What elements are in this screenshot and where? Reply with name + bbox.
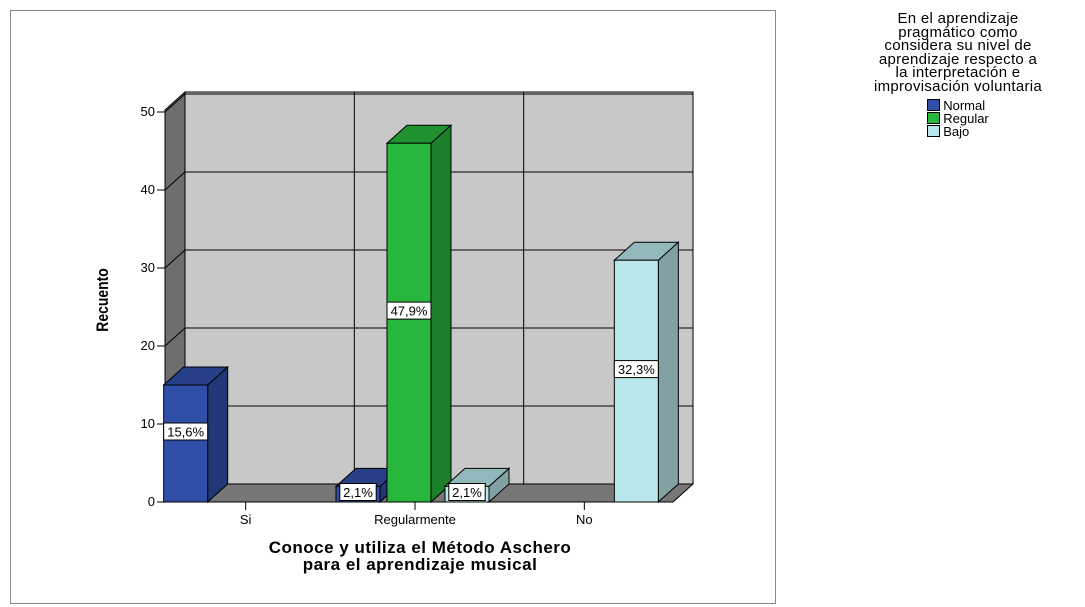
data-label-box [613, 360, 659, 379]
legend-items: Normal Regular Bajo [927, 99, 989, 138]
bar-normal-si [163, 384, 209, 503]
bar-regular-regularmente-side [430, 124, 452, 504]
data-label-box [339, 483, 377, 501]
y-tick-label: 0 [148, 494, 155, 509]
bar-normal-si-side [207, 365, 229, 504]
data-label: 2,1% [452, 485, 482, 500]
x-tick-label: Si [240, 512, 252, 527]
y-tick-label: 10 [141, 416, 155, 431]
data-label-box [386, 301, 432, 320]
y-tick-label: 20 [141, 338, 155, 353]
legend-item-bajo: Bajo [927, 125, 989, 138]
legend-item-regular: Regular [927, 112, 989, 125]
gridline-side-y-40 [164, 171, 186, 191]
bar-regular-regularmente [386, 142, 432, 503]
legend-label-normal: Normal [943, 97, 986, 113]
legend-swatch-bajo [927, 125, 941, 138]
gridline-side-y-20 [164, 327, 186, 347]
x-tick-label: Regularmente [374, 512, 456, 527]
gridline-side-y-30 [164, 249, 186, 269]
legend-title: En el aprendizaje pragmático como consid… [873, 10, 1043, 95]
y-tick-label: 40 [141, 182, 155, 197]
legend: En el aprendizaje pragmático como consid… [838, 10, 1078, 140]
y-tick-label: 50 [141, 104, 155, 119]
legend-item-normal: Normal [927, 99, 989, 112]
data-label: 15,6% [167, 425, 204, 440]
data-label: 32,3% [618, 362, 655, 377]
legend-swatch-regular [927, 112, 941, 125]
bar-bajo-no-side [657, 241, 679, 504]
data-label-box [448, 483, 486, 501]
x-tick-label: No [576, 512, 593, 527]
gridline-side-y-50 [164, 93, 186, 113]
data-label: 2,1% [343, 485, 373, 500]
bar-chart: 0 10 20 30 40 50 15,6% 2,1% 47,9% 2,1% 32,3% Si Regu… [94, 90, 695, 574]
x-axis-title: Conoce y utiliza el Método Aschero [269, 538, 572, 557]
legend-swatch-normal [927, 99, 941, 112]
y-axis-title: Recuento [94, 268, 113, 331]
legend-label-regular: Regular [943, 110, 989, 126]
bar-bajo-no [613, 259, 659, 503]
y-tick-label: 30 [141, 260, 155, 275]
legend-label-bajo: Bajo [943, 123, 970, 139]
data-label: 47,9% [391, 304, 428, 319]
x-axis-title: para el aprendizaje musical [303, 555, 538, 574]
data-label-box [163, 422, 209, 441]
